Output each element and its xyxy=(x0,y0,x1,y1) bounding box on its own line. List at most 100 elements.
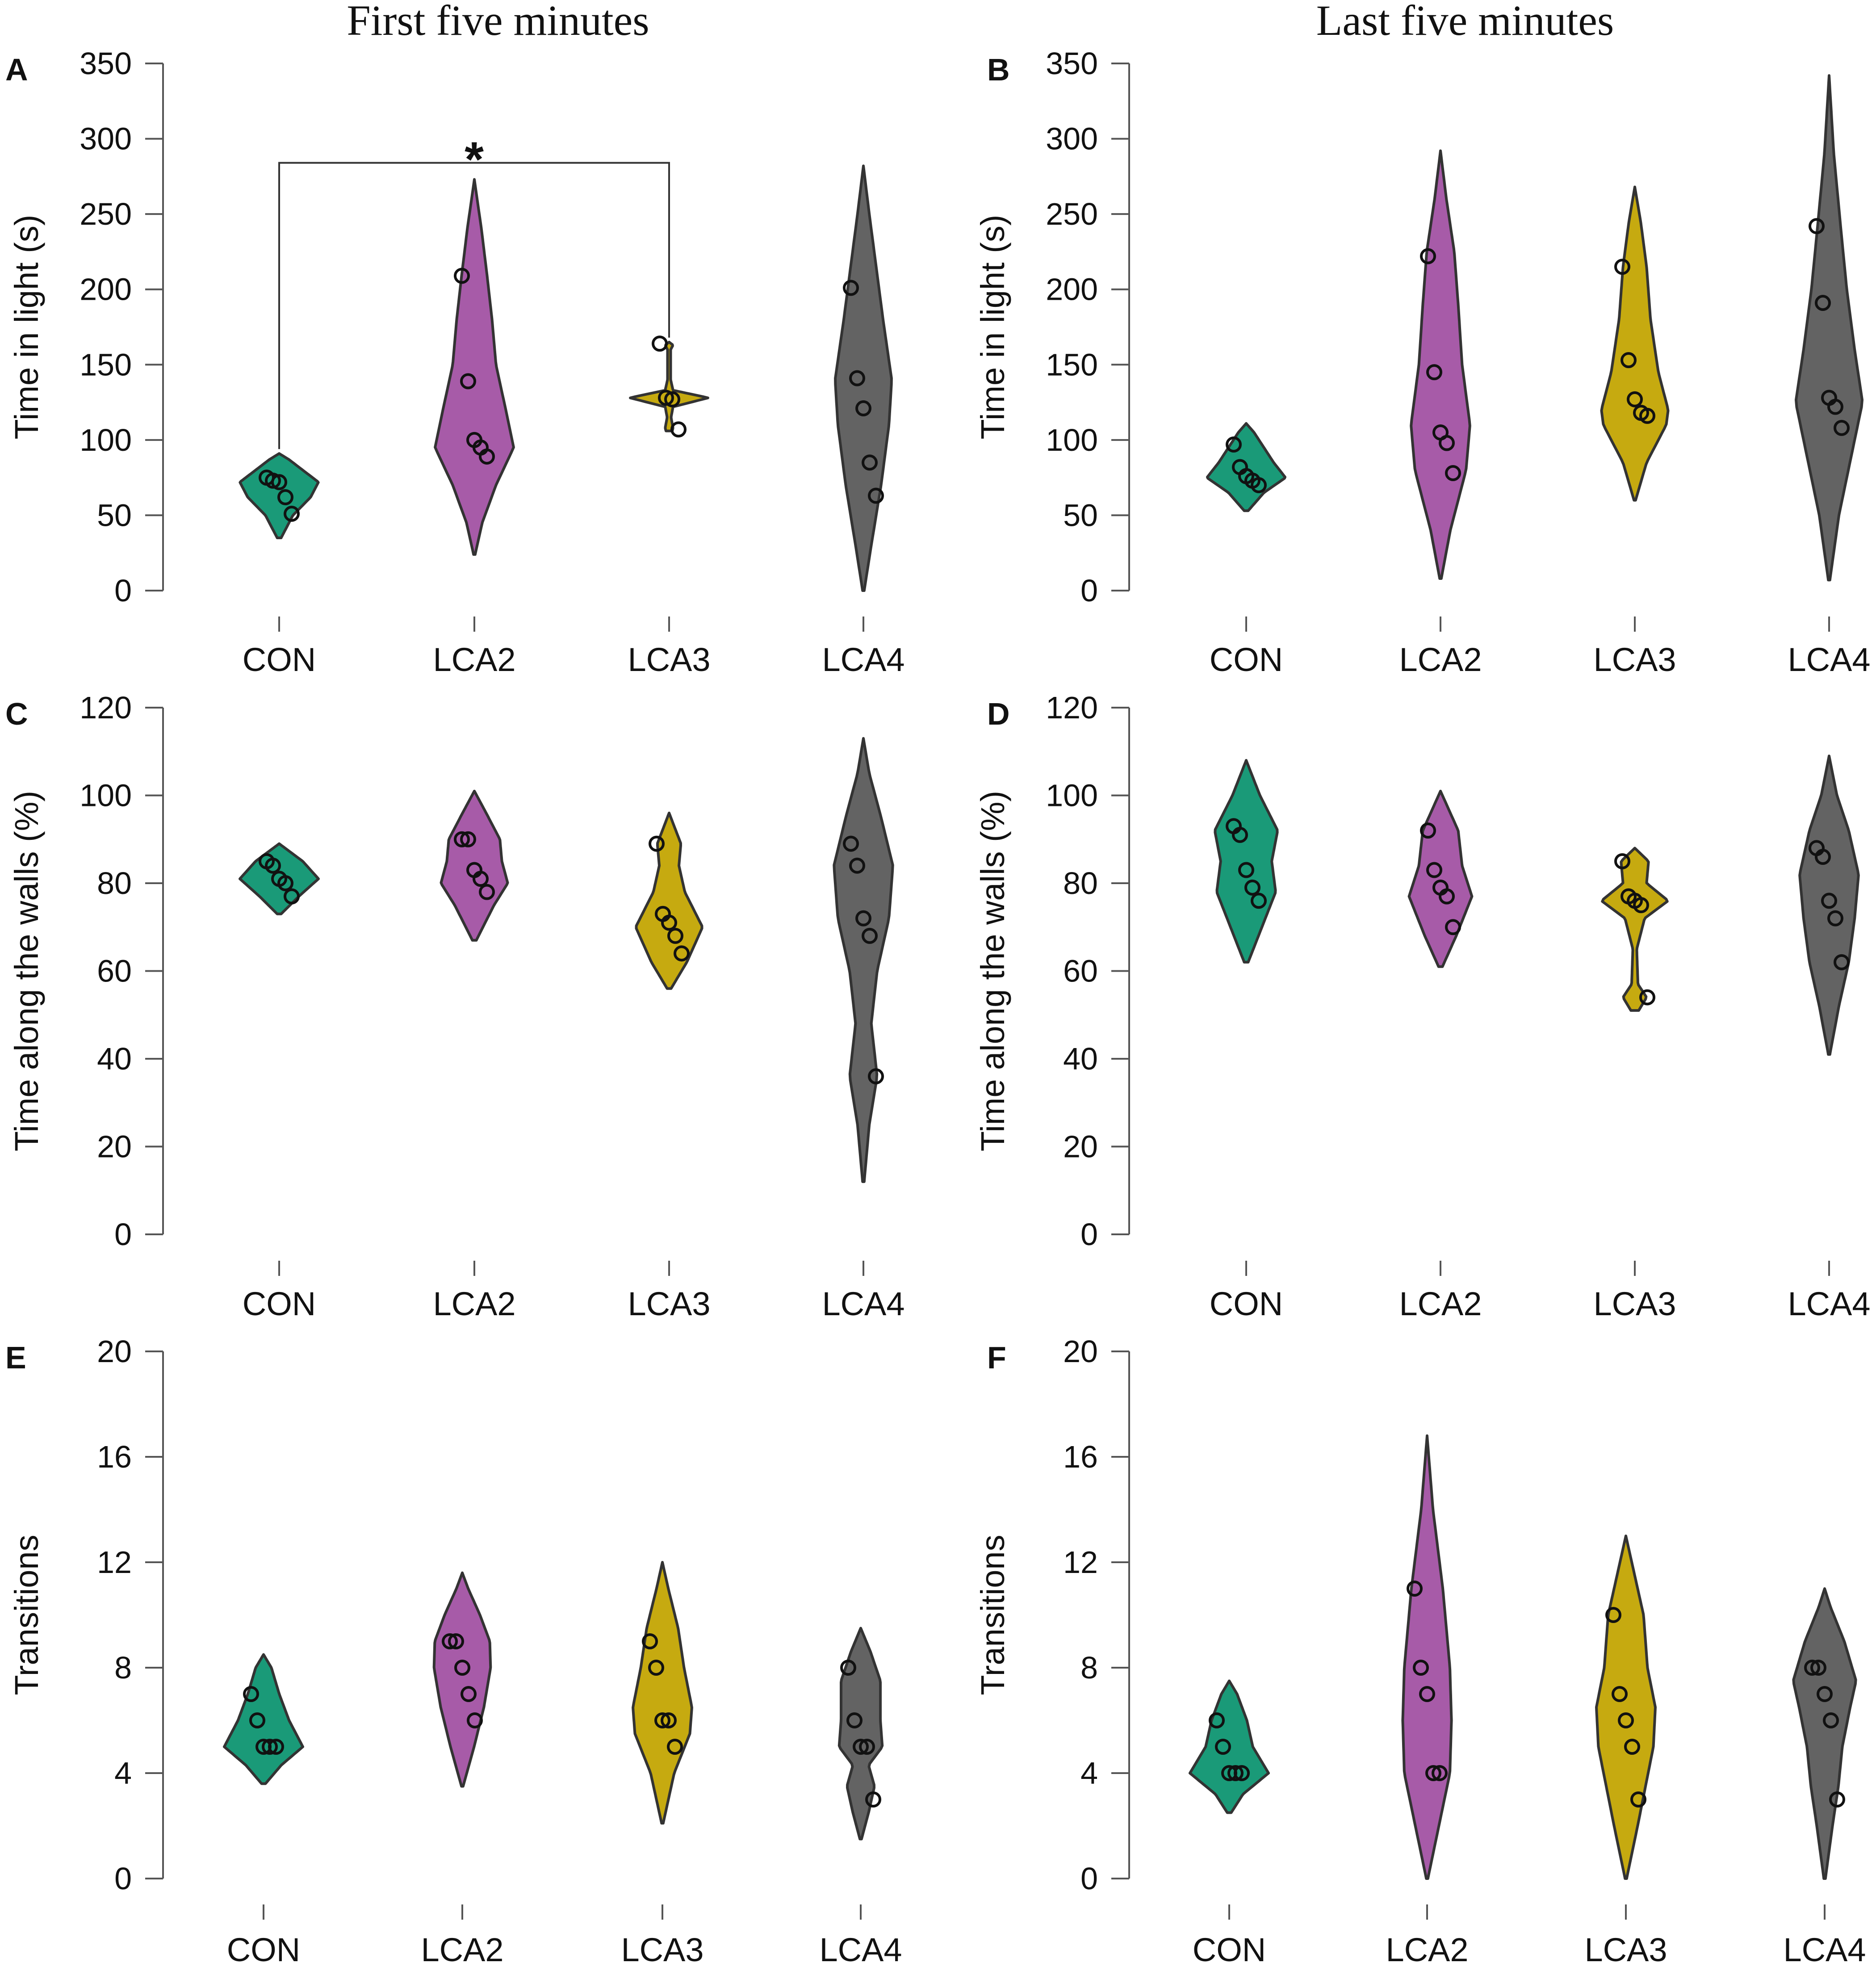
data-point-con xyxy=(1215,1739,1231,1755)
data-point-lca4 xyxy=(1834,954,1850,970)
data-point-lca3 xyxy=(1627,391,1643,407)
y-tick-label: 60 xyxy=(1063,954,1098,989)
x-tick-label-con: CON xyxy=(1210,641,1283,678)
violin-lca2 xyxy=(1407,789,1474,968)
data-point-con xyxy=(1232,826,1248,843)
data-point-con xyxy=(284,506,300,522)
data-point-con xyxy=(1209,1712,1225,1728)
column-title-last: Last five minutes xyxy=(1316,0,1614,44)
data-point-lca2 xyxy=(1425,1765,1441,1781)
data-point-lca3 xyxy=(1605,1607,1621,1623)
x-tick-label-con: CON xyxy=(227,1931,300,1967)
data-point-lca4 xyxy=(849,370,865,386)
data-point-lca3 xyxy=(1612,1686,1628,1702)
data-point-lca4 xyxy=(1827,398,1843,415)
panel-b: B 0 50 100 150 200 250 300 350 Time in light (s) C… xyxy=(974,46,1871,678)
y-tick-label: 350 xyxy=(1046,46,1098,81)
data-point-lca2 xyxy=(1439,888,1455,905)
panel-letter: D xyxy=(987,696,1010,731)
data-point-lca4 xyxy=(1821,893,1837,909)
y-tick-label: 4 xyxy=(1080,1756,1098,1791)
violin-lca4 xyxy=(1792,1587,1857,1880)
y-tick-label: 20 xyxy=(1063,1334,1098,1369)
data-point-lca3 xyxy=(661,1712,677,1728)
data-point-con xyxy=(1238,862,1254,878)
y-tick-label: 200 xyxy=(1046,272,1098,307)
panel-letter: C xyxy=(5,696,28,731)
data-point-lca4 xyxy=(1809,218,1825,235)
data-point-lca3 xyxy=(1624,1739,1640,1755)
data-point-lca4 xyxy=(862,454,878,471)
data-point-lca3 xyxy=(1630,1791,1646,1808)
y-tick-label: 16 xyxy=(1063,1439,1098,1474)
violin-lca2 xyxy=(1401,1434,1453,1880)
data-point-lca4 xyxy=(843,280,859,296)
y-tick-label: 250 xyxy=(1046,197,1098,231)
data-point-lca2 xyxy=(479,448,495,465)
x-tick-label-lca4: LCA4 xyxy=(822,641,904,678)
data-point-lca4 xyxy=(868,1068,884,1085)
violin-lca4 xyxy=(1795,74,1863,582)
data-point-con xyxy=(1251,893,1267,909)
violin-lca4 xyxy=(833,737,894,1183)
y-tick-label: 50 xyxy=(97,498,132,533)
data-point-lca3 xyxy=(1614,853,1630,869)
x-tick-label-lca2: LCA2 xyxy=(1386,1931,1468,1967)
data-point-lca2 xyxy=(454,1660,470,1676)
violin-lca2 xyxy=(434,178,515,556)
data-point-lca3 xyxy=(664,391,680,407)
y-tick-label: 300 xyxy=(1046,122,1098,156)
data-point-lca3 xyxy=(1614,259,1630,275)
data-point-lca3 xyxy=(658,390,674,406)
data-point-lca4 xyxy=(843,835,859,852)
data-point-lca3 xyxy=(670,421,687,438)
x-tick-label-lca4: LCA4 xyxy=(822,1285,904,1322)
x-tick-label-lca4: LCA4 xyxy=(819,1931,902,1967)
panel-a: A 0 50 100 150 200 250 300 350 Time in light (s) C… xyxy=(5,46,905,678)
x-tick-label-lca2: LCA2 xyxy=(1399,1285,1482,1322)
y-tick-label: 0 xyxy=(1080,1861,1098,1896)
data-point-lca4 xyxy=(1810,1660,1826,1676)
data-point-con xyxy=(1227,1765,1244,1781)
data-point-lca4 xyxy=(1834,419,1850,436)
x-tick-label-lca2: LCA2 xyxy=(433,1285,515,1322)
data-point-lca3 xyxy=(1639,989,1655,1006)
data-point-lca2 xyxy=(1426,862,1442,878)
x-tick-label-lca3: LCA3 xyxy=(628,1285,710,1322)
data-point-lca2 xyxy=(1413,1660,1429,1676)
x-tick-label-lca2: LCA2 xyxy=(421,1931,503,1967)
panel-letter: E xyxy=(5,1340,26,1375)
panel-e: E 0 4 8 12 16 20 Transitions CON LCA2 LCA3 LCA4 xyxy=(5,1334,902,1967)
data-point-con xyxy=(284,888,300,905)
violin-lca3 xyxy=(632,1561,693,1825)
data-point-lca2 xyxy=(1419,1686,1435,1702)
panel-letter: A xyxy=(5,52,28,87)
violin-lca3 xyxy=(1600,185,1670,502)
x-tick-label-lca3: LCA3 xyxy=(1593,641,1676,678)
data-point-lca3 xyxy=(1618,1712,1634,1728)
y-axis-label: Time in light (s) xyxy=(8,214,45,439)
violin-lca2 xyxy=(1410,149,1471,580)
data-point-lca4 xyxy=(859,1739,875,1755)
y-tick-label: 0 xyxy=(114,1861,132,1896)
data-point-lca2 xyxy=(1407,1581,1423,1597)
data-point-lca4 xyxy=(1815,849,1831,865)
y-tick-label: 0 xyxy=(114,1217,132,1252)
y-axis-label: Transitions xyxy=(974,1535,1011,1695)
data-point-lca4 xyxy=(855,400,871,417)
x-tick-label-lca4: LCA4 xyxy=(1783,1931,1866,1967)
data-point-con xyxy=(265,857,281,874)
data-point-lca4 xyxy=(862,927,878,944)
data-point-lca3 xyxy=(1621,352,1637,369)
y-tick-label: 4 xyxy=(114,1756,132,1791)
data-point-con xyxy=(243,1686,259,1702)
data-point-lca2 xyxy=(460,373,476,390)
violin-lca3 xyxy=(1601,847,1669,1012)
data-point-lca2 xyxy=(1445,465,1461,482)
x-tick-label-con: CON xyxy=(243,1285,316,1322)
x-tick-label-lca3: LCA3 xyxy=(628,641,710,678)
data-point-con xyxy=(277,489,293,505)
x-tick-label-con: CON xyxy=(1193,1931,1266,1967)
violin-lca4 xyxy=(838,1627,884,1841)
